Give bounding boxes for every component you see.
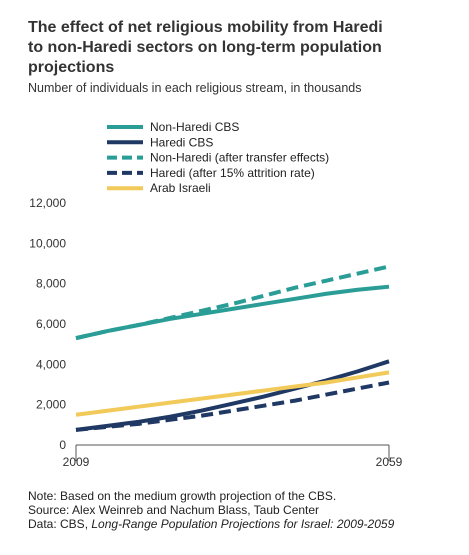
y-tick-label: 12,000 — [29, 196, 66, 210]
y-tick-label: 10,000 — [29, 236, 66, 250]
y-tick-label: 6,000 — [36, 317, 66, 331]
y-tick-label: 2,000 — [36, 398, 66, 412]
chart-subtitle: Number of individuals in each religious … — [28, 81, 362, 95]
series-line — [75, 359, 390, 432]
series-line — [75, 284, 390, 341]
y-tick-label: 8,000 — [36, 277, 66, 291]
series-line — [75, 380, 390, 432]
legend-label: Non-Haredi (after transfer effects) — [150, 151, 329, 165]
legend-label: Non-Haredi CBS — [150, 120, 239, 134]
legend-label: Haredi (after 15% attrition rate) — [150, 166, 315, 180]
legend-label: Arab Israeli — [150, 181, 211, 195]
source: Source: Alex Weinreb and Nachum Blass, T… — [28, 503, 319, 517]
legend-label: Haredi CBS — [150, 135, 213, 149]
chart-title: The effect of net religious mobility fro… — [28, 19, 383, 36]
x-tick-label: 2059 — [376, 455, 403, 469]
data-source-title: Long-Range Population Projections for Is… — [91, 517, 394, 531]
data-source: Data: CBS, Long-Range Population Project… — [28, 517, 395, 531]
data-source-prefix: Data: CBS, — [28, 517, 88, 531]
x-tick-label: 2009 — [63, 455, 90, 469]
chart-title: to non-Haredi sectors on long-term popul… — [28, 39, 382, 56]
y-tick-label: 4,000 — [36, 357, 66, 371]
y-tick-label: 0 — [59, 438, 66, 452]
series-line — [75, 370, 390, 417]
chart-title: projections — [28, 59, 114, 76]
note: Note: Based on the medium growth project… — [28, 489, 336, 503]
